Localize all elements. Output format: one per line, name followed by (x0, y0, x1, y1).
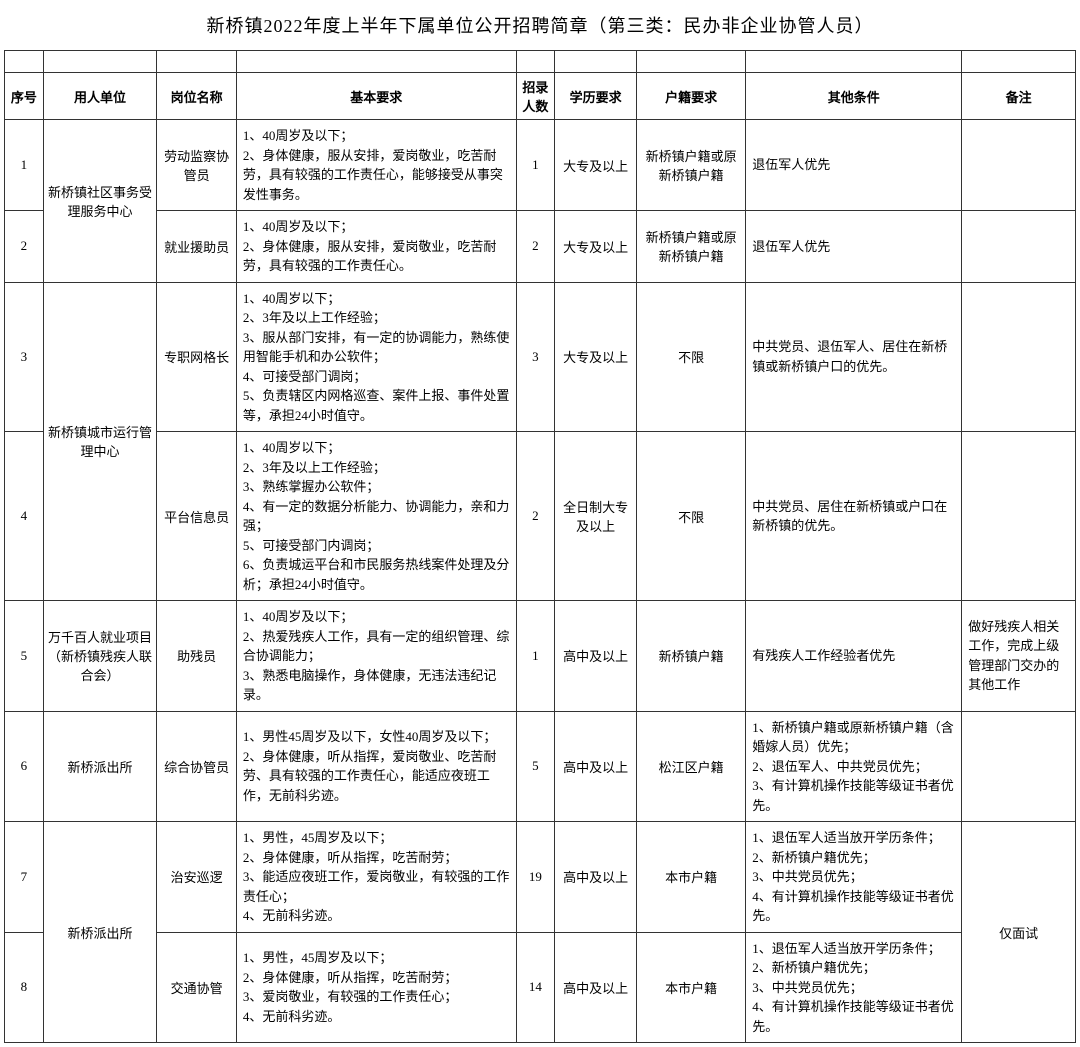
cell-post: 助残员 (157, 601, 237, 712)
cell-other: 1、新桥镇户籍或原新桥镇户籍（含婚嫁人员）优先；2、退伍军人、中共党员优先；3、… (746, 711, 962, 822)
th-other: 其他条件 (746, 73, 962, 120)
cell-post: 专职网格长 (157, 282, 237, 432)
cell-hukou: 本市户籍 (637, 932, 746, 1043)
cell-other: 1、退伍军人适当放开学历条件；2、新桥镇户籍优先；3、中共党员优先；4、有计算机… (746, 822, 962, 933)
cell-unit: 万千百人就业项目（新桥镇残疾人联合会） (43, 601, 157, 712)
cell-other: 1、退伍军人适当放开学历条件；2、新桥镇户籍优先；3、中共党员优先；4、有计算机… (746, 932, 962, 1043)
table-row: 4 平台信息员1、40周岁以下；2、3年及以上工作经验；3、熟练掌握办公软件；4、… (5, 432, 1076, 601)
table-row: 3新桥镇城市运行管理中心专职网格长1、40周岁以下；2、3年及以上工作经验；3、… (5, 282, 1076, 432)
cell-post: 综合协管员 (157, 711, 237, 822)
cell-hukou: 松江区户籍 (637, 711, 746, 822)
cell-num: 5 (516, 711, 555, 822)
table-row: 5万千百人就业项目（新桥镇残疾人联合会）助残员1、40周岁及以下；2、热爱残疾人… (5, 601, 1076, 712)
cell-edu: 高中及以上 (555, 822, 637, 933)
cell-req: 1、40周岁以下；2、3年及以上工作经验；3、熟练掌握办公软件；4、有一定的数据… (236, 432, 516, 601)
cell-num: 2 (516, 211, 555, 283)
th-edu: 学历要求 (555, 73, 637, 120)
cell-seq: 3 (5, 282, 44, 432)
table-row: 6新桥派出所综合协管员1、男性45周岁及以下，女性40周岁及以下；2、身体健康，… (5, 711, 1076, 822)
cell-note (962, 711, 1076, 822)
th-req: 基本要求 (236, 73, 516, 120)
cell-seq: 5 (5, 601, 44, 712)
cell-other: 中共党员、退伍军人、居住在新桥镇或新桥镇户口的优先。 (746, 282, 962, 432)
cell-post: 劳动监察协管员 (157, 120, 237, 211)
cell-req: 1、40周岁及以下；2、身体健康，服从安排，爱岗敬业，吃苦耐劳，具有较强的工作责… (236, 211, 516, 283)
cell-edu: 高中及以上 (555, 601, 637, 712)
cell-seq: 4 (5, 432, 44, 601)
cell-note (962, 211, 1076, 283)
table-row: 1新桥镇社区事务受理服务中心劳动监察协管员1、40周岁及以下；2、身体健康，服从… (5, 120, 1076, 211)
cell-edu: 全日制大专及以上 (555, 432, 637, 601)
cell-post: 交通协管 (157, 932, 237, 1043)
table-row: 8 交通协管1、男性，45周岁及以下；2、身体健康，听从指挥，吃苦耐劳；3、爱岗敬… (5, 932, 1076, 1043)
cell-req: 1、男性，45周岁及以下；2、身体健康，听从指挥，吃苦耐劳；3、爱岗敬业，有较强… (236, 932, 516, 1043)
cell-seq: 1 (5, 120, 44, 211)
cell-hukou: 新桥镇户籍 (637, 601, 746, 712)
th-post: 岗位名称 (157, 73, 237, 120)
cell-unit: 新桥镇城市运行管理中心 (43, 282, 157, 601)
cell-note (962, 120, 1076, 211)
table-row: 2 就业援助员1、40周岁及以下；2、身体健康，服从安排，爱岗敬业，吃苦耐劳，具有… (5, 211, 1076, 283)
cell-unit: 新桥镇社区事务受理服务中心 (43, 120, 157, 283)
cell-note (962, 432, 1076, 601)
th-num: 招录人数 (516, 73, 555, 120)
cell-edu: 高中及以上 (555, 932, 637, 1043)
cell-hukou: 本市户籍 (637, 822, 746, 933)
cell-post: 就业援助员 (157, 211, 237, 283)
cell-hukou: 新桥镇户籍或原新桥镇户籍 (637, 211, 746, 283)
cell-hukou: 不限 (637, 282, 746, 432)
th-unit: 用人单位 (43, 73, 157, 120)
cell-num: 19 (516, 822, 555, 933)
th-hukou: 户籍要求 (637, 73, 746, 120)
cell-hukou: 新桥镇户籍或原新桥镇户籍 (637, 120, 746, 211)
cell-post: 平台信息员 (157, 432, 237, 601)
cell-unit: 新桥派出所 (43, 822, 157, 1043)
cell-num: 1 (516, 601, 555, 712)
th-seq: 序号 (5, 73, 44, 120)
cell-req: 1、40周岁及以下；2、身体健康，服从安排，爱岗敬业，吃苦耐劳，具有较强的工作责… (236, 120, 516, 211)
cell-note: 做好残疾人相关工作，完成上级管理部门交办的其他工作 (962, 601, 1076, 712)
cell-seq: 7 (5, 822, 44, 933)
cell-num: 1 (516, 120, 555, 211)
cell-num: 3 (516, 282, 555, 432)
cell-seq: 8 (5, 932, 44, 1043)
cell-seq: 6 (5, 711, 44, 822)
cell-edu: 高中及以上 (555, 711, 637, 822)
cell-post: 治安巡逻 (157, 822, 237, 933)
table-row: 7新桥派出所治安巡逻1、男性，45周岁及以下；2、身体健康，听从指挥，吃苦耐劳；… (5, 822, 1076, 933)
cell-other: 退伍军人优先 (746, 120, 962, 211)
cell-unit: 新桥派出所 (43, 711, 157, 822)
th-note: 备注 (962, 73, 1076, 120)
cell-num: 2 (516, 432, 555, 601)
cell-other: 中共党员、居住在新桥镇或户口在新桥镇的优先。 (746, 432, 962, 601)
table-header-row: 序号 用人单位 岗位名称 基本要求 招录人数 学历要求 户籍要求 其他条件 备注 (5, 73, 1076, 120)
cell-req: 1、男性45周岁及以下，女性40周岁及以下；2、身体健康，听从指挥，爱岗敬业、吃… (236, 711, 516, 822)
cell-req: 1、40周岁以下；2、3年及以上工作经验；3、服从部门安排，有一定的协调能力，熟… (236, 282, 516, 432)
cell-num: 14 (516, 932, 555, 1043)
blank-row (5, 51, 1076, 73)
cell-edu: 大专及以上 (555, 282, 637, 432)
cell-seq: 2 (5, 211, 44, 283)
cell-hukou: 不限 (637, 432, 746, 601)
recruitment-table: 序号 用人单位 岗位名称 基本要求 招录人数 学历要求 户籍要求 其他条件 备注… (4, 50, 1076, 1043)
cell-note (962, 282, 1076, 432)
cell-req: 1、40周岁及以下；2、热爱残疾人工作，具有一定的组织管理、综合协调能力；3、熟… (236, 601, 516, 712)
cell-edu: 大专及以上 (555, 211, 637, 283)
cell-note: 仅面试 (962, 822, 1076, 1043)
page-title: 新桥镇2022年度上半年下属单位公开招聘简章（第三类：民办非企业协管人员） (4, 4, 1076, 50)
cell-other: 退伍军人优先 (746, 211, 962, 283)
cell-edu: 大专及以上 (555, 120, 637, 211)
cell-req: 1、男性，45周岁及以下；2、身体健康，听从指挥，吃苦耐劳；3、能适应夜班工作，… (236, 822, 516, 933)
cell-other: 有残疾人工作经验者优先 (746, 601, 962, 712)
